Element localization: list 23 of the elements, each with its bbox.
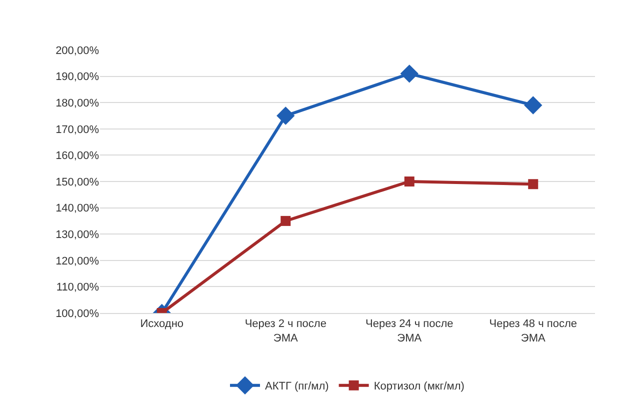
y-tick-label: 150,00% [56, 176, 100, 188]
point [524, 96, 542, 114]
legend-label: Кортизол (мкг/мл) [374, 380, 464, 393]
x-tick-label: Через 24 ч после ЭМА [366, 318, 454, 344]
point [280, 216, 291, 226]
x-tick-label: Исходно [140, 318, 184, 330]
y-tick-label: 120,00% [56, 255, 100, 268]
legend-label: АКТГ (пг/мл) [265, 380, 329, 393]
y-tick-label: 190,00% [56, 71, 100, 84]
y-tick-label: 200,00% [56, 44, 100, 57]
x-tick-label: Через 48 ч после ЭМА [489, 318, 577, 344]
y-tick-label: 110,00% [56, 282, 100, 294]
y-tick-label: 130,00% [56, 228, 100, 241]
point [400, 64, 418, 83]
y-tick-label: 170,00% [56, 124, 100, 136]
y-tick-label: 140,00% [56, 202, 100, 215]
point [404, 176, 414, 186]
y-tick-label: 100,00% [56, 308, 100, 320]
point [528, 179, 538, 190]
y-tick-label: 160,00% [56, 150, 100, 162]
x-tick-label: Через 2 ч после ЭМА [244, 318, 326, 344]
y-tick-label: 180,00% [56, 97, 100, 110]
point [276, 106, 295, 125]
